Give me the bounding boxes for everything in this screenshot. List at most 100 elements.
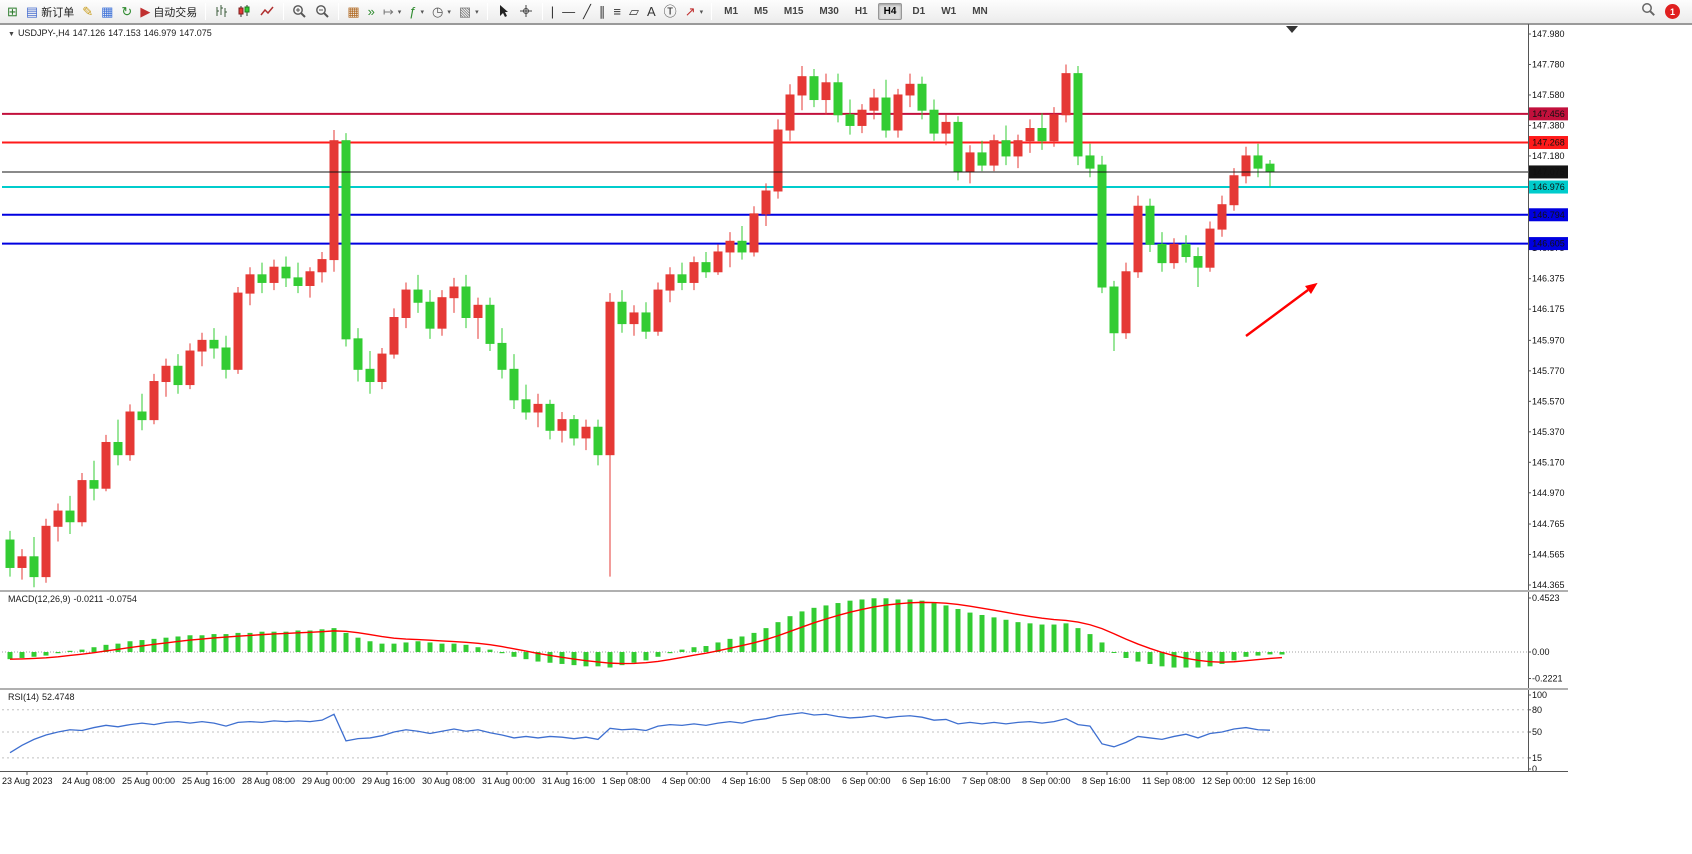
- price-badge: [1529, 136, 1568, 150]
- panel-separator[interactable]: [0, 688, 1568, 690]
- arrows-button[interactable]: ↗ ▾: [682, 2, 706, 22]
- autotrading-button[interactable]: ▶ 自动交易: [137, 2, 200, 22]
- templates-button[interactable]: ▧ ▾: [456, 2, 482, 22]
- macd-histogram-bar: [679, 649, 685, 652]
- new-order-button[interactable]: ▤ 新订单: [23, 2, 77, 22]
- candle-body: [1169, 243, 1179, 264]
- vertical-line-button[interactable]: |: [548, 2, 557, 22]
- equidistant-channel-button[interactable]: ∥: [596, 2, 609, 22]
- time-axis-label: 24 Aug 08:00: [62, 776, 115, 786]
- price-badge-label: 146.976: [1532, 182, 1565, 192]
- line-chart-button[interactable]: [257, 2, 278, 22]
- timeframe-d1-button[interactable]: D1: [912, 6, 926, 17]
- macd-histogram-bar: [1255, 652, 1261, 656]
- text-button[interactable]: A: [644, 2, 659, 22]
- macd-axis-label: 0.4523: [1532, 593, 1560, 603]
- cursor-icon: [496, 4, 511, 19]
- line-chart-icon: [260, 4, 275, 19]
- macd-indicator-label: MACD(12,26,9) -0.0211 -0.0754: [8, 594, 140, 604]
- zoom-in-button[interactable]: [289, 2, 310, 22]
- timeframe-mn-button[interactable]: MN: [972, 6, 988, 17]
- candle-body: [989, 140, 999, 166]
- macd-histogram-bar: [451, 643, 457, 652]
- panel-separator[interactable]: [0, 590, 1568, 592]
- new-chart-button[interactable]: ⊞: [4, 2, 21, 22]
- timeframe-m5-button[interactable]: M5: [754, 6, 768, 17]
- dropdown-arrow-icon[interactable]: ▾: [420, 8, 425, 16]
- market-watch-button[interactable]: ▦: [98, 2, 116, 22]
- candle-body: [1157, 243, 1167, 264]
- candle-body: [377, 353, 387, 383]
- autotrading-button-label: 自动交易: [153, 6, 198, 19]
- timeframe-h1-button[interactable]: H1: [854, 6, 868, 17]
- chart-shift-icon: ↦: [382, 4, 394, 19]
- text-label-button[interactable]: Ⓣ: [661, 2, 680, 22]
- candle-body: [293, 277, 303, 286]
- trend-arrow-annotation[interactable]: [1245, 289, 1309, 337]
- indicators-button[interactable]: ƒ ▾: [406, 2, 427, 22]
- macd-histogram-bar: [715, 642, 721, 652]
- candle-body: [857, 109, 867, 126]
- macd-histogram-bar: [1063, 623, 1069, 652]
- auto-scroll-button[interactable]: »: [365, 2, 378, 22]
- search-icon[interactable]: [1641, 2, 1656, 22]
- candle-body: [941, 121, 951, 134]
- one-click-trading-toggle[interactable]: ▼: [8, 31, 15, 38]
- tile-windows-button[interactable]: ▦: [344, 2, 362, 22]
- crosshair-button[interactable]: [516, 2, 537, 22]
- macd-histogram-bar: [235, 632, 241, 652]
- timeframe-m30-button[interactable]: M30: [819, 6, 839, 17]
- macd-histogram-bar: [175, 636, 181, 652]
- bar-chart-button[interactable]: [211, 2, 232, 22]
- candle-body: [929, 109, 939, 134]
- candle-body: [233, 292, 243, 370]
- shapes-button[interactable]: ▱: [626, 2, 642, 22]
- dropdown-arrow-icon[interactable]: ▾: [447, 8, 451, 16]
- macd-histogram-bar: [667, 652, 673, 654]
- candle-body: [665, 274, 675, 291]
- refresh-button[interactable]: ↻: [118, 2, 135, 22]
- macd-histogram-bar: [127, 641, 133, 652]
- macd-histogram-bar: [1183, 652, 1189, 668]
- macd-histogram-bar: [607, 652, 613, 668]
- chart-shift-marker[interactable]: [1286, 26, 1298, 33]
- candle-body: [221, 347, 231, 370]
- candle-body: [737, 240, 747, 253]
- timeframe-m15-button[interactable]: M15: [783, 6, 804, 17]
- candle-body: [1241, 155, 1251, 177]
- fibonacci-button[interactable]: ≡: [610, 2, 624, 22]
- toolbar-separator: [486, 3, 488, 20]
- zoom-out-button[interactable]: [312, 2, 333, 22]
- dropdown-arrow-icon[interactable]: ▾: [475, 8, 479, 16]
- periods-button[interactable]: ◷ ▾: [429, 2, 454, 22]
- timeframe-w1-button[interactable]: W1: [941, 6, 957, 17]
- dropdown-arrow-icon[interactable]: ▾: [397, 8, 402, 16]
- macd-histogram-bar: [583, 652, 589, 667]
- price-axis-label: 144.365: [1532, 580, 1565, 590]
- candle-body: [401, 289, 411, 319]
- macd-histogram-bar: [931, 603, 937, 652]
- macd-histogram-bar: [787, 616, 793, 652]
- usdjpy-h4-chart[interactable]: 147.980 147.780 147.580 147.380 147.180 146.9…: [0, 24, 1692, 854]
- shapes-icon: ▱: [629, 4, 639, 19]
- candle-body: [269, 266, 279, 283]
- trendline-button[interactable]: ╱: [580, 2, 594, 22]
- macd-histogram-bar: [523, 652, 529, 660]
- timeframe-h4-button[interactable]: H4: [877, 3, 903, 20]
- chart-background: [0, 24, 1692, 854]
- candle-body: [545, 403, 555, 431]
- notification-badge[interactable]: 1: [1665, 4, 1680, 19]
- metaeditor-icon: ✎: [82, 4, 94, 19]
- candle-body: [917, 83, 927, 111]
- horizontal-line-button[interactable]: —: [559, 2, 578, 22]
- metaeditor-button[interactable]: ✎: [79, 2, 96, 22]
- timeframe-m1-button[interactable]: M1: [724, 6, 739, 17]
- chart-shift-button[interactable]: ↦ ▾: [380, 2, 404, 22]
- dropdown-arrow-icon[interactable]: ▾: [699, 8, 704, 16]
- trend-arrow-head[interactable]: [1305, 282, 1318, 295]
- cursor-button[interactable]: [493, 2, 514, 22]
- rsi-axis-label: 100: [1532, 690, 1547, 700]
- candle-body: [833, 82, 843, 116]
- zoom-out-icon: [315, 4, 330, 19]
- candlestick-chart-button[interactable]: [234, 2, 255, 22]
